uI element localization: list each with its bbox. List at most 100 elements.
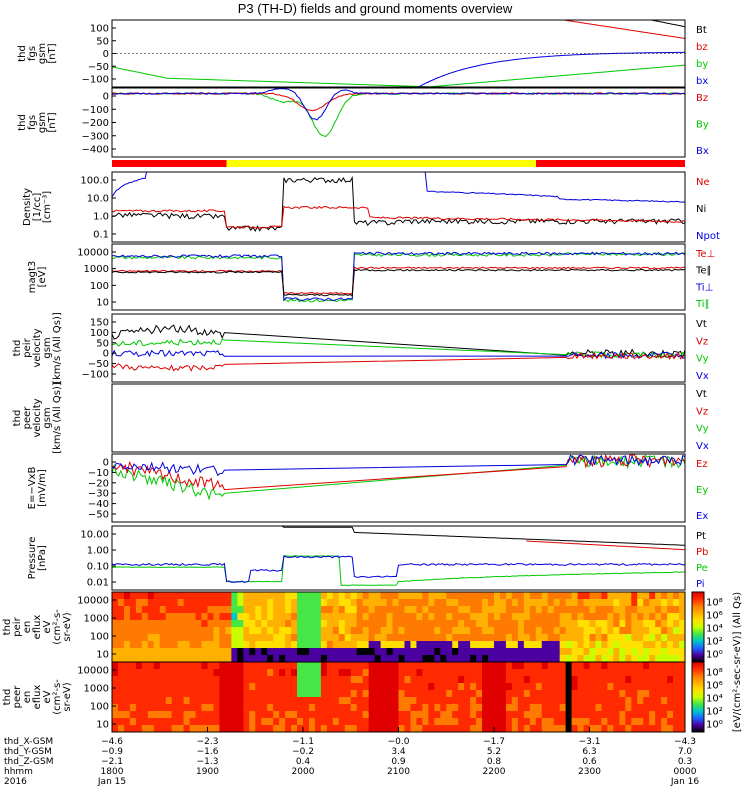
spectrogram-cell — [494, 641, 501, 649]
spectrogram-cell — [273, 641, 280, 649]
y-axis-label: (cm²-s- — [52, 609, 63, 645]
y-axis-label: (cm²-s- — [52, 679, 63, 715]
spectrogram-cell — [189, 683, 197, 691]
spectrogram-cell — [673, 592, 680, 600]
spectrogram-cell — [285, 711, 292, 719]
spectrogram-cell — [571, 662, 579, 670]
spectrogram-cell — [458, 613, 465, 621]
ephemeris-label: thd_X-GSM — [4, 737, 53, 747]
y-axis-label: thd — [2, 619, 13, 636]
spectrogram-cell — [488, 592, 495, 600]
spectrogram-cell — [189, 606, 197, 614]
spectrogram-cell — [368, 676, 376, 684]
spectrogram-cell — [410, 718, 418, 726]
spectrogram-cell — [195, 606, 203, 614]
y-tick-label: 1000 — [84, 614, 109, 625]
spectrogram-cell — [392, 599, 400, 607]
spectrogram-cell — [559, 613, 567, 621]
colorbar-tick-label: 10⁶ — [706, 611, 723, 622]
spectrogram-cell — [673, 627, 680, 635]
spectrogram-cell — [117, 592, 125, 600]
spectrogram-cell — [667, 606, 674, 614]
spectrogram-cell — [553, 634, 561, 642]
spectrogram-cell — [601, 655, 609, 662]
spectrogram-cell — [273, 725, 280, 732]
spectrogram-cell — [112, 606, 119, 614]
spectrogram-cell — [494, 648, 501, 656]
spectrogram-cell — [505, 718, 513, 726]
spectrogram-cell — [356, 704, 364, 712]
spectrogram-cell — [195, 613, 203, 621]
spectrogram-cell — [559, 662, 567, 670]
spectrogram-cell — [314, 606, 322, 614]
spectrogram-cell — [219, 662, 227, 670]
spectrogram-cell — [332, 690, 340, 698]
spectrogram-cell — [422, 725, 429, 732]
spectrogram-cell — [476, 655, 483, 662]
spectrogram-cell — [523, 725, 531, 732]
spectrogram-cell — [511, 683, 519, 691]
spectrogram-cell — [673, 711, 680, 719]
spectrogram-cell — [314, 620, 322, 628]
y-tick-label: 100 — [90, 702, 109, 713]
spectrogram-cell — [482, 641, 489, 649]
spectrogram-cell — [123, 592, 131, 600]
spectrogram-cell — [159, 725, 167, 732]
spectrogram-cell — [482, 704, 489, 712]
spectrogram-cell — [129, 627, 137, 635]
spectrogram-cell — [237, 606, 244, 614]
spectrogram-cell — [673, 613, 680, 621]
spectrogram-cell — [661, 627, 668, 635]
spectrogram-cell — [231, 641, 238, 649]
spectrogram-cell — [117, 683, 125, 691]
spectrogram-cell — [416, 669, 423, 677]
spectrogram-cell — [535, 676, 543, 684]
spectrogram-cell — [135, 613, 143, 621]
spectrogram-cell — [535, 718, 543, 726]
spectrogram-cell — [499, 606, 507, 614]
spectrogram-cell — [207, 704, 215, 712]
spectrogram-cell — [613, 627, 620, 635]
spectrogram-cell — [535, 669, 543, 677]
spectrogram-cell — [344, 676, 352, 684]
spectrogram-cell — [207, 592, 215, 600]
spectrogram-cell — [249, 718, 256, 726]
spectrogram-cell — [559, 641, 567, 649]
spectrogram-cell — [201, 606, 209, 614]
spectrogram-cell — [464, 592, 471, 600]
spectrogram-cell — [213, 599, 221, 607]
spectrogram-cell — [422, 655, 429, 662]
spectrogram-cell — [529, 704, 537, 712]
spectrogram-cell — [207, 641, 215, 649]
y-tick-label: −200 — [82, 118, 109, 129]
spectrogram-cell — [171, 599, 179, 607]
spectrogram-cell — [255, 697, 262, 705]
spectrogram-cell — [338, 704, 346, 712]
spectrogram-cell — [153, 655, 161, 662]
spectrogram-cell — [368, 669, 376, 677]
spectrogram-cell — [356, 683, 364, 691]
spectrogram-cell — [243, 669, 250, 677]
spectrogram-cell — [112, 655, 119, 662]
spectrogram-cell — [559, 634, 567, 642]
spectrogram-cell — [386, 697, 394, 705]
spectrogram-cell — [177, 697, 185, 705]
spectrogram-cell — [165, 641, 173, 649]
spectrogram-cell — [362, 718, 370, 726]
spectrogram-cell — [374, 599, 382, 607]
spectrogram-cell — [201, 676, 209, 684]
legend-ti: Ti⊥ — [695, 282, 713, 293]
spectrogram-cell — [613, 669, 620, 677]
spectrogram-cell — [129, 641, 137, 649]
spectrogram-cell — [117, 613, 125, 621]
spectrogram-cell — [171, 669, 179, 677]
spectrogram-cell — [511, 592, 519, 600]
spectrogram-cell — [625, 711, 632, 719]
spectrogram-cell — [207, 599, 215, 607]
spectrogram-cell — [350, 655, 358, 662]
spectrogram-cell — [129, 711, 137, 719]
spectrogram-cell — [326, 676, 334, 684]
spectrogram-cell — [171, 620, 179, 628]
spectrogram-cell — [631, 606, 638, 614]
